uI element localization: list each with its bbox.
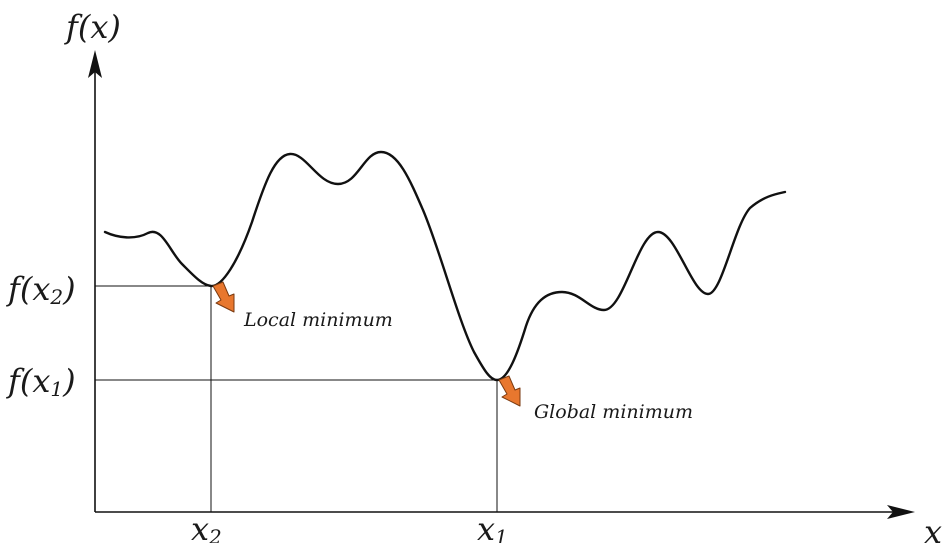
y-axis-label: f(x) [64, 8, 121, 46]
function-curve [103, 150, 787, 382]
local-minimum-label: Local minimum [243, 309, 393, 331]
y-tick-label-fx1: f(x1) [6, 362, 76, 401]
x-tick-label-x2: x2 [191, 510, 222, 543]
x-axis-arrowhead [887, 505, 915, 519]
global-minimum-label: Global minimum [534, 401, 693, 423]
local-minimum-arrow [212, 281, 235, 313]
y-tick-label-fx2: f(x2) [6, 270, 76, 309]
x-axis-label: x [924, 513, 942, 543]
x-tick-label-x1: x1 [477, 510, 508, 543]
global-minimum-arrow [498, 375, 521, 407]
y-axis-arrowhead [88, 50, 102, 78]
